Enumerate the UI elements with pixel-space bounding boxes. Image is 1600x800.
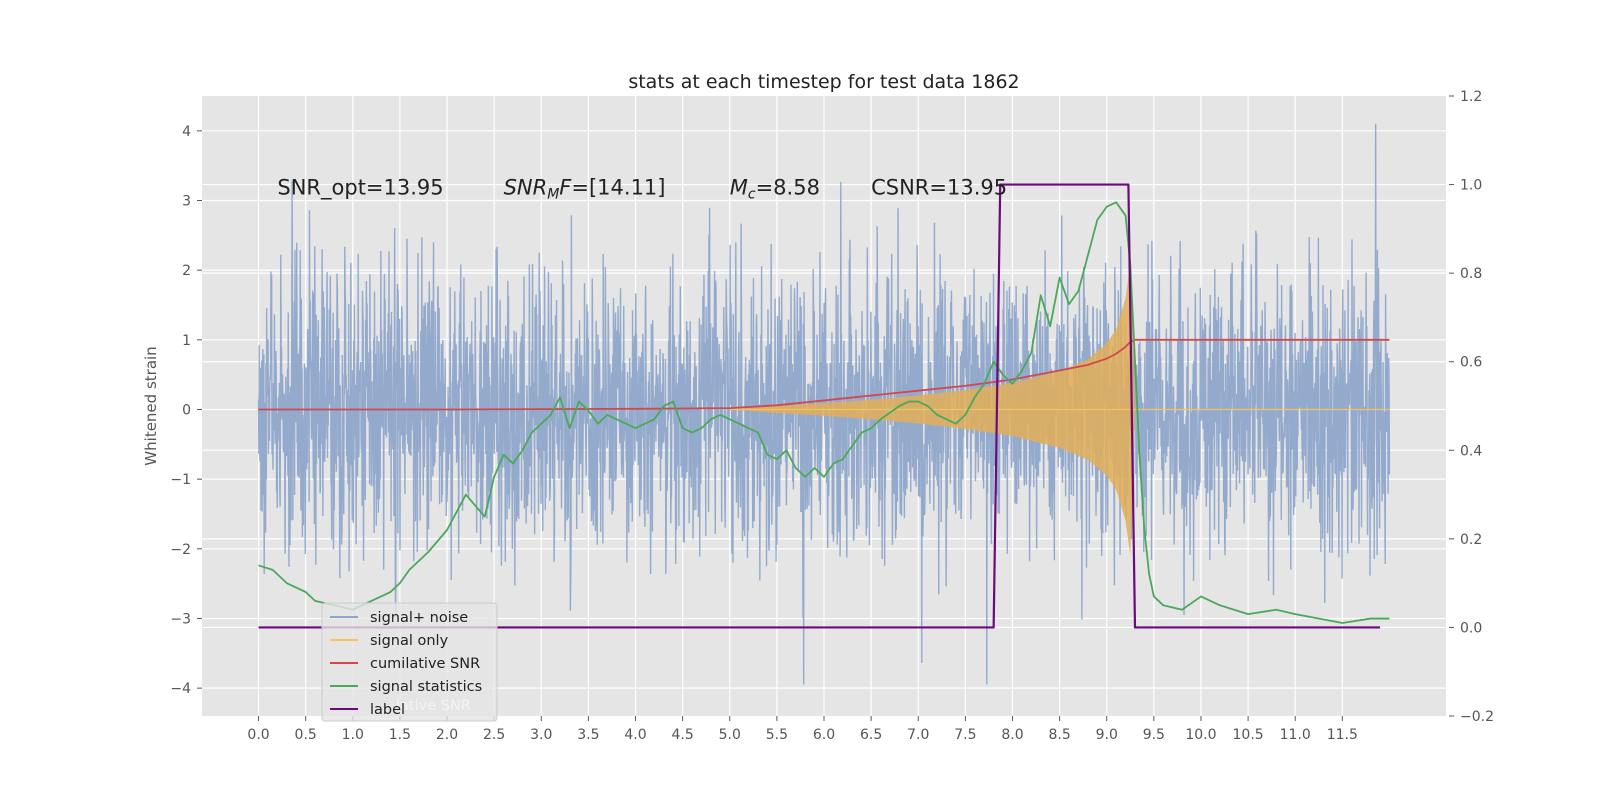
annotation-2: Mc=8.58 [730,176,820,203]
series-label [258,183,1381,629]
annotation-segment: =[14.11] [571,176,665,200]
legend-label: cumilative SNR [370,656,480,672]
x-tick-label: 4.0 [624,727,646,743]
x-tick-label: 11.0 [1280,727,1311,743]
y2-tick-label: 1.0 [1460,178,1482,194]
annotations: SNR_opt=13.95 SNRMF=[14.11] Mc=8.58 CSNR=13… [277,176,1007,203]
x-tick-label: 1.0 [342,727,364,743]
y2-tick-label: 0.6 [1460,355,1482,371]
legend-ghost-text: lative SNR [396,698,471,714]
x-tick-label: 1.5 [389,727,411,743]
y-tick-label: −1 [170,472,191,488]
annotation-1: SNRMF=[14.11] [504,176,666,203]
x-tick-label: 7.5 [954,727,976,743]
y-tick-label: 1 [182,333,191,349]
annotation-segment: c [748,187,756,203]
series-signal-noise [257,123,1391,685]
x-tick-label: 3.5 [577,727,599,743]
annotation-segment: CSNR=13.95 [871,176,1007,200]
x-tick-label: 3.0 [530,727,552,743]
x-tick-label: 9.0 [1096,727,1118,743]
x-tick-label: 5.5 [766,727,788,743]
y-tick-label: 2 [182,263,191,279]
series-lines [258,183,1390,629]
series-signal-noise [257,123,1391,685]
legend-label: signal only [370,633,449,649]
x-tick-label: 5.0 [719,727,741,743]
series-cumilative-snr [258,338,1390,411]
x-tick-label: 2.0 [436,727,458,743]
y2-tick-label: 0.8 [1460,266,1482,282]
annotation-3: CSNR=13.95 [871,176,1007,200]
y-tick-label: −4 [170,681,191,697]
x-tick-label: 11.5 [1327,727,1358,743]
annotation-segment: SNR_opt=13.95 [277,176,443,201]
annotation-segment: M [547,187,559,203]
x-tick-label: 4.5 [672,727,694,743]
annotation-segment: M [730,176,748,200]
y2-tick-label: 0.0 [1460,620,1482,636]
x-axis-ticks: 0.0 0.5 1.0 1.5 2.0 2.5 3.0 3.5 4.0 4.5 5.0 5.5 6.0 6… [247,716,1358,743]
y2-tick-label: 1.2 [1460,89,1482,105]
legend-label: signal statistics [370,679,482,695]
y-tick-label: 3 [182,193,191,209]
y-tick-label: 0 [182,402,191,418]
x-tick-label: 0.5 [295,727,317,743]
x-tick-label: 10.5 [1233,727,1264,743]
x-tick-label: 8.0 [1001,727,1023,743]
x-tick-label: 10.0 [1185,727,1216,743]
x-tick-label: 7.0 [907,727,929,743]
y2-tick-label: −0.2 [1460,709,1494,725]
x-tick-label: 6.5 [860,727,882,743]
y-tick-label: −3 [170,611,191,627]
series-signal-statistics [258,201,1390,624]
y2-axis-ticks: 1.2 1.0 0.8 0.6 0.4 0.2 0.0 −0.2 [1449,89,1494,725]
y2-tick-label: 0.2 [1460,532,1482,548]
annotation-segment: F [559,176,572,200]
x-tick-label: 2.5 [483,727,505,743]
chart-title: stats at each timestep for test data 186… [628,71,1019,93]
annotation-0: SNR_opt=13.95 [277,176,443,201]
x-tick-label: 9.5 [1143,727,1165,743]
y-axis-ticks: 4 3 2 1 0 −1 −2 −3 −4 [170,124,202,697]
x-tick-label: 0.0 [247,727,269,743]
x-tick-label: 8.5 [1048,727,1070,743]
y-tick-label: −2 [170,542,191,558]
annotation-segment: SNR [504,176,548,200]
y-tick-label: 4 [182,124,191,140]
annotation-segment: =8.58 [756,176,820,200]
legend: lative SNR signal+ noise signal only cumila… [321,602,498,722]
x-tick-label: 6.0 [813,727,835,743]
legend-label: label [370,702,405,718]
y2-tick-label: 0.4 [1460,443,1482,459]
legend-label: signal+ noise [370,610,468,626]
legend-box [321,602,498,722]
y-axis-label: Whitened strain [142,346,160,465]
